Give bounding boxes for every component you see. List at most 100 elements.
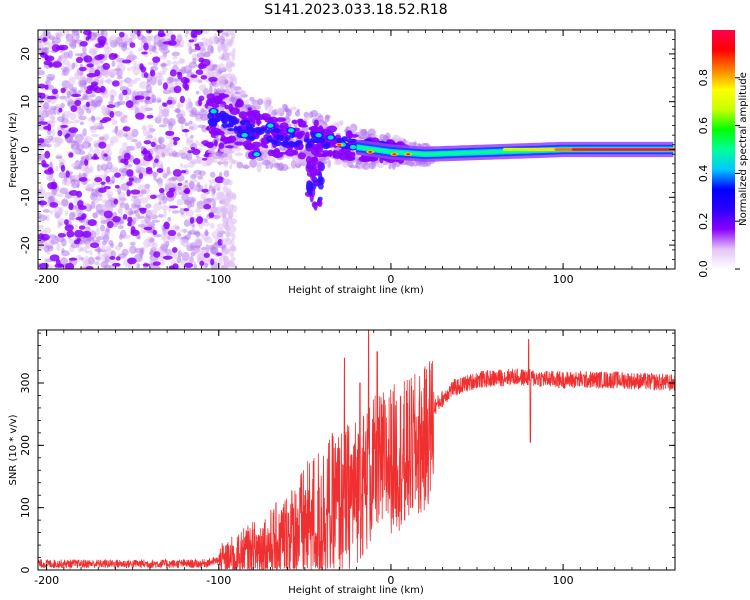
- heatmap-blob: [98, 141, 107, 149]
- heatmap-blob: [332, 140, 339, 149]
- heatmap-blob: [298, 123, 309, 128]
- heatmap-blob: [152, 241, 158, 250]
- heatmap-blob: [297, 133, 304, 138]
- heatmap-blob: [118, 31, 125, 38]
- heatmap-blob: [347, 131, 353, 140]
- heatmap-blob: [306, 142, 312, 147]
- heatmap-blob: [89, 93, 96, 98]
- heatmap-blob: [317, 177, 324, 183]
- heatmap-blob: [303, 111, 310, 119]
- heatmap-blob: [38, 242, 45, 252]
- heatmap-blob: [201, 157, 208, 161]
- heatmap-blob: [99, 119, 108, 124]
- heatmap-blob: [104, 79, 112, 84]
- heatmap-blob: [76, 143, 85, 151]
- heatmap-blob: [217, 191, 225, 200]
- heatmap-blob: [68, 238, 75, 244]
- heatmap-blob: [153, 202, 162, 211]
- heatmap-y-tick-label: 10: [19, 95, 32, 109]
- heatmap-blob: [186, 42, 192, 47]
- heatmap-blob: [87, 256, 95, 265]
- heatmap-blob: [197, 124, 206, 129]
- heatmap-blob: [211, 230, 220, 240]
- heatmap-blob: [79, 64, 83, 68]
- heatmap-blob: [105, 176, 111, 183]
- heatmap-blob: [64, 219, 69, 226]
- heatmap-blob: [179, 228, 189, 233]
- heatmap-blob: [66, 91, 71, 99]
- heatmap-blob: [82, 44, 87, 54]
- heatmap-blob: [131, 195, 138, 199]
- heatmap-blob: [63, 51, 70, 59]
- heatmap-blob: [44, 135, 52, 145]
- heatmap-blob: [200, 171, 206, 176]
- heatmap-blob: [194, 208, 202, 213]
- heatmap-blob: [124, 202, 130, 211]
- heatmap-blob: [90, 242, 100, 249]
- heatmap-blob: [184, 32, 188, 38]
- heatmap-blob: [198, 95, 205, 102]
- heatmap-blob: [80, 247, 84, 252]
- heatmap-blob: [242, 164, 250, 170]
- heatmap-blob: [55, 165, 59, 172]
- heatmap-blob: [111, 118, 118, 126]
- heatmap-blob: [143, 72, 149, 78]
- heatmap-blob: [177, 116, 186, 125]
- heatmap-blob: [169, 237, 175, 243]
- heatmap-blob: [57, 236, 65, 243]
- heatmap-blob: [145, 30, 152, 34]
- heatmap-blob: [71, 93, 82, 98]
- heatmap-blob: [38, 66, 42, 73]
- heatmap-blob: [45, 214, 50, 222]
- heatmap-blob: [47, 167, 54, 173]
- heatmap-blob: [157, 136, 165, 145]
- heatmap-blob: [79, 79, 87, 87]
- heatmap-blob: [68, 127, 79, 133]
- heatmap-blob: [222, 212, 227, 220]
- snr-y-ticks: 0 100 200 300: [19, 332, 675, 574]
- heatmap-blob: [62, 120, 69, 125]
- heatmap-blob: [51, 188, 58, 196]
- heatmap-blob: [121, 59, 132, 64]
- heatmap-blob: [189, 123, 198, 131]
- heatmap-blob: [78, 177, 88, 182]
- heatmap-blob: [146, 194, 151, 200]
- heatmap-blob: [59, 187, 69, 195]
- heatmap-blob: [73, 71, 80, 80]
- colorbar-tick-label: 0.8: [697, 69, 710, 87]
- heatmap-blob: [200, 113, 209, 121]
- heatmap-blob: [333, 159, 343, 166]
- heatmap-blob: [225, 145, 234, 149]
- heatmap-blob: [70, 162, 79, 168]
- heatmap-blob: [81, 105, 88, 110]
- heatmap-blob: [89, 48, 99, 54]
- heatmap-blob: [204, 237, 213, 244]
- heatmap-blob: [393, 137, 398, 141]
- heatmap-blob: [123, 152, 131, 161]
- heatmap-blob: [260, 126, 268, 131]
- heatmap-blob: [262, 159, 271, 166]
- heatmap-blob: [272, 162, 281, 168]
- heatmap-blob: [215, 227, 224, 232]
- heatmap-blob: [149, 249, 154, 258]
- heatmap-blob: [201, 246, 207, 251]
- heatmap-blob: [64, 210, 69, 217]
- heatmap-blob: [64, 96, 72, 103]
- heatmap-blob: [42, 209, 51, 213]
- heatmap-blob: [99, 224, 106, 232]
- heatmap-blob: [161, 66, 168, 73]
- heatmap-blob: [48, 105, 56, 109]
- heatmap-blob: [95, 189, 100, 198]
- heatmap-blob: [38, 137, 45, 144]
- heatmap-blob: [58, 174, 65, 179]
- heatmap-blob: [57, 130, 63, 137]
- heatmap-blob: [69, 112, 77, 121]
- heatmap-blob: [341, 136, 348, 142]
- heatmap-blob: [211, 81, 216, 88]
- heatmap-blob: [133, 157, 141, 165]
- heatmap-blob: [47, 41, 52, 50]
- heatmap-blob: [147, 61, 153, 66]
- heatmap-blob: [181, 251, 190, 261]
- heatmap-blob: [310, 172, 315, 181]
- heatmap-blob: [186, 97, 192, 107]
